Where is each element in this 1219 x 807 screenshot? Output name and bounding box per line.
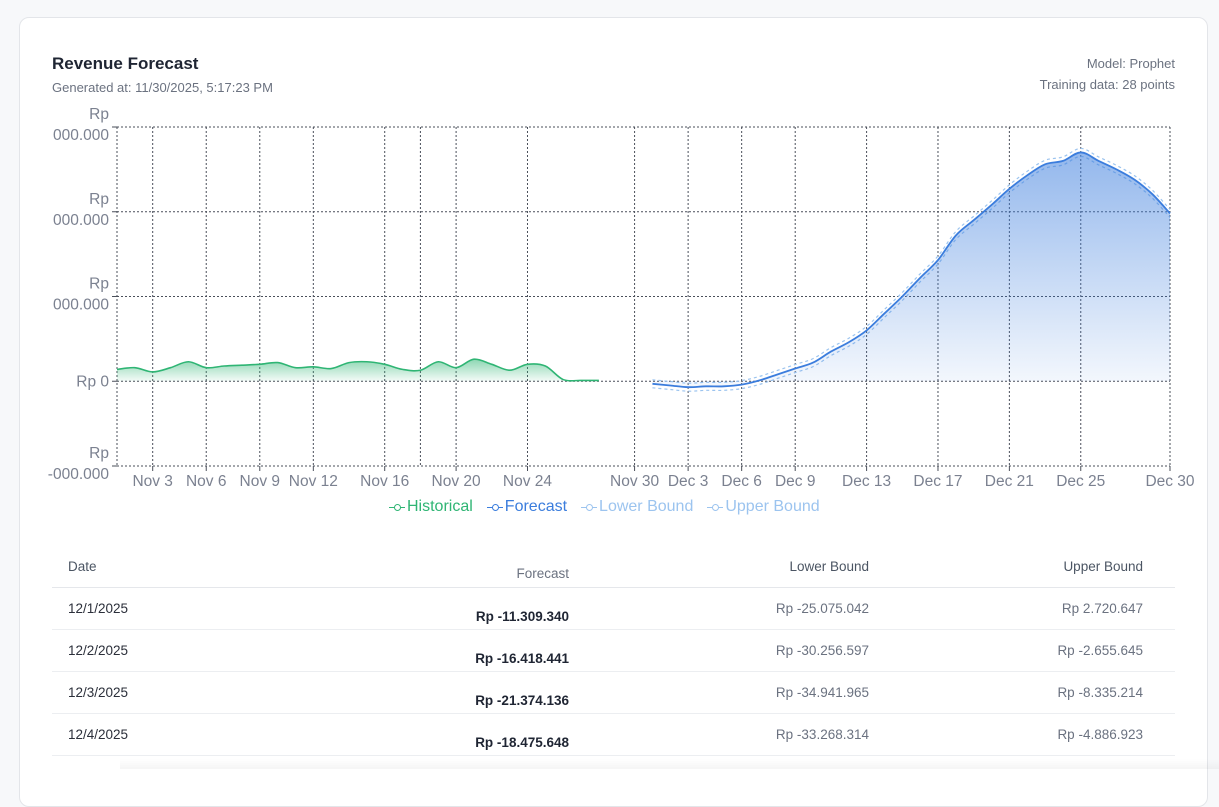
x-tick-label: Dec 17 xyxy=(913,473,962,490)
forecast-chart: Rp -000.000 Rp 0 Rp 000.000 Rp 000.000 Rp 000.00… xyxy=(48,106,1195,490)
x-tick-label: Dec 25 xyxy=(1056,473,1105,490)
x-tick-label: Nov 3 xyxy=(132,473,173,490)
historical-line xyxy=(116,358,599,382)
legend-lower-bound-marker xyxy=(581,502,598,512)
y-tick-text-currency: Rp xyxy=(89,445,109,462)
forecast-area xyxy=(652,152,1170,388)
x-axis: Nov 3 Nov 6 Nov 9 Nov 12 Nov 16 Nov 20 Nov 24 N… xyxy=(132,466,1195,490)
x-tick-label: Nov 20 xyxy=(432,473,481,490)
header-upper-bound: Upper Bound xyxy=(1063,558,1143,574)
generated-timestamp: Generated at: 11/30/2025, 5:17:23 PM xyxy=(52,80,273,95)
cell-lower-bound: Rp -33.268.314 xyxy=(775,727,869,742)
bottom-shadow xyxy=(120,759,1219,769)
y-tick-text-currency: Rp xyxy=(89,191,109,208)
x-tick-label: Dec 30 xyxy=(1145,473,1194,490)
model-label: Model: Prophet xyxy=(1086,56,1175,71)
table-header-row: Date Forecast Lower Bound Upper Bound xyxy=(52,545,1175,588)
y-tick-text-amount: 000.000 xyxy=(53,297,109,314)
legend-lower-bound-label: Lower Bound xyxy=(599,498,694,515)
y-axis: Rp -000.000 Rp 0 Rp 000.000 Rp 000.000 Rp 000.00… xyxy=(48,106,117,483)
cell-date: 12/2/2025 xyxy=(68,643,129,658)
legend-forecast[interactable]: Forecast xyxy=(486,498,568,516)
legend-historical[interactable]: Historical xyxy=(389,498,473,516)
cell-upper-bound: Rp 2.720.647 xyxy=(1061,601,1143,616)
legend-historical-marker xyxy=(389,502,405,512)
x-tick-label: Dec 6 xyxy=(721,473,762,490)
x-tick-label: Nov 6 xyxy=(186,473,227,490)
legend-upper-bound-marker xyxy=(707,502,724,512)
y-tick-label: Rp 000.000 xyxy=(53,106,109,144)
y-tick-label: Rp -000.000 xyxy=(48,445,110,483)
x-tick-label: Nov 24 xyxy=(503,473,552,490)
y-tick-text-amount: -000.000 xyxy=(48,466,110,483)
upper-bound-line xyxy=(652,147,1171,384)
training-data-label: Training data: 28 points xyxy=(1039,77,1175,92)
cell-upper-bound: Rp -4.886.923 xyxy=(1057,727,1143,742)
y-tick-text-currency: Rp xyxy=(89,106,109,123)
y-tick-label: Rp 000.000 xyxy=(53,191,109,229)
header-date: Date xyxy=(68,558,97,574)
y-tick-label: Rp 0 xyxy=(76,373,109,390)
forecast-table: Date Forecast Lower Bound Upper Bound 12… xyxy=(52,545,1175,756)
legend-upper-bound-label: Upper Bound xyxy=(725,498,820,515)
chart-series xyxy=(116,147,1171,392)
x-tick-label: Dec 9 xyxy=(775,473,816,490)
legend-forecast-marker xyxy=(486,502,503,512)
x-tick-label: Dec 21 xyxy=(985,473,1034,490)
historical-area xyxy=(117,359,599,382)
x-tick-label: Dec 3 xyxy=(668,473,709,490)
x-tick-label: Nov 30 xyxy=(610,473,659,490)
table-row: 12/3/2025 Rp -21.374.136 Rp -34.941.965 … xyxy=(52,672,1175,714)
cell-date: 12/3/2025 xyxy=(68,685,129,700)
cell-upper-bound: Rp -2.655.645 xyxy=(1057,643,1143,658)
chart-legend: Historical Forecast Lower Bound Upper Bo… xyxy=(389,498,820,516)
legend-lower-bound[interactable]: Lower Bound xyxy=(581,498,693,516)
page-title: Revenue Forecast xyxy=(52,54,199,73)
x-tick-label: Nov 9 xyxy=(240,473,281,490)
x-tick-label: Dec 13 xyxy=(842,473,891,490)
table-row: 12/1/2025 Rp -11.309.340 Rp -25.075.042 … xyxy=(52,588,1175,630)
y-tick-text-amount: 000.000 xyxy=(53,212,109,229)
forecast-line xyxy=(652,151,1171,389)
y-tick-text: Rp 0 xyxy=(76,373,109,390)
legend-forecast-label: Forecast xyxy=(504,498,568,515)
cell-lower-bound: Rp -25.075.042 xyxy=(775,601,869,616)
y-tick-text-currency: Rp xyxy=(89,276,109,293)
legend-historical-label: Historical xyxy=(407,498,473,515)
cell-lower-bound: Rp -34.941.965 xyxy=(775,685,869,700)
cell-upper-bound: Rp -8.335.214 xyxy=(1057,685,1143,700)
x-tick-label: Nov 16 xyxy=(360,473,409,490)
x-tick-label: Nov 12 xyxy=(289,473,338,490)
cell-date: 12/4/2025 xyxy=(68,727,129,742)
cell-date: 12/1/2025 xyxy=(68,601,129,616)
y-tick-label: Rp 000.000 xyxy=(53,276,109,314)
table-row: 12/4/2025 Rp -18.475.648 Rp -33.268.314 … xyxy=(52,714,1175,756)
cell-lower-bound: Rp -30.256.597 xyxy=(775,643,869,658)
legend-upper-bound[interactable]: Upper Bound xyxy=(707,498,820,516)
table-row: 12/2/2025 Rp -16.418.441 Rp -30.256.597 … xyxy=(52,630,1175,672)
y-tick-text-amount: 000.000 xyxy=(53,127,109,144)
header-lower-bound: Lower Bound xyxy=(789,558,869,574)
